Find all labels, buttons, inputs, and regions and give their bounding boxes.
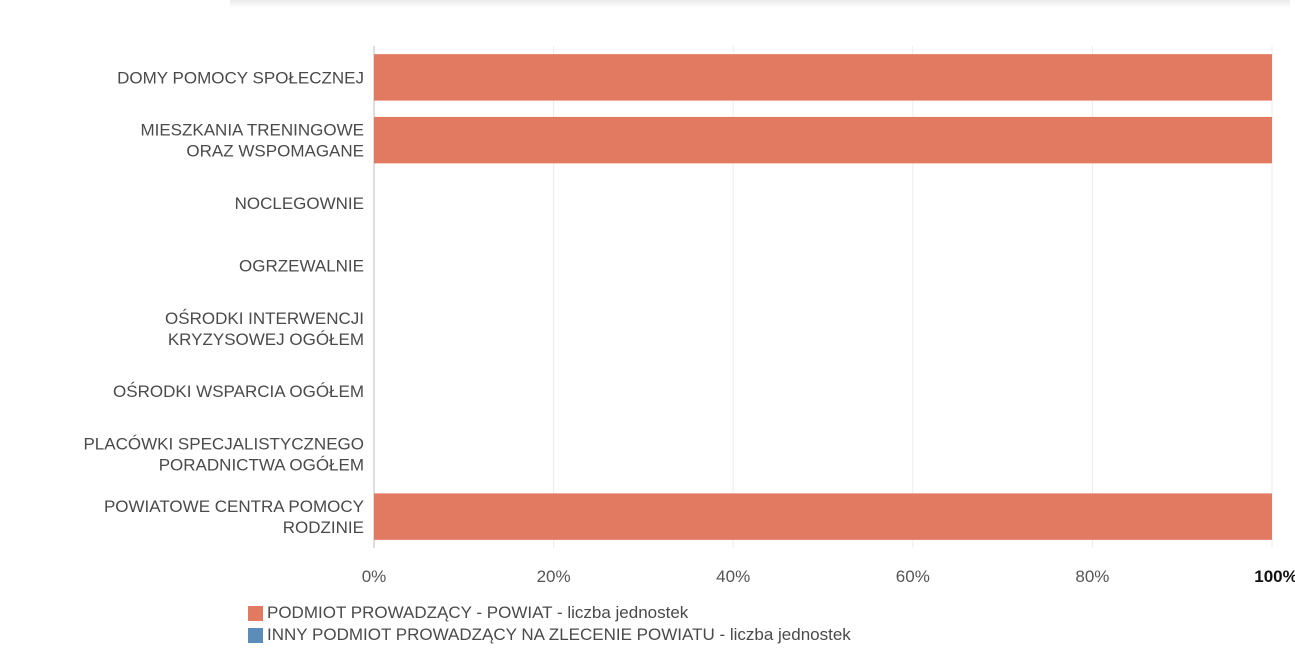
legend-label-powiat: PODMIOT PROWADZĄCY - POWIAT - liczba jed… <box>267 603 689 622</box>
category-label: MIESZKANIA TRENINGOWE ORAZ WSPOMAGANE <box>140 121 364 161</box>
category-label: POWIATOWE CENTRA POMOCY RODZINIE <box>104 497 364 537</box>
legend-label-inny-podmiot: INNY PODMIOT PROWADZĄCY NA ZLECENIE POWI… <box>267 625 851 644</box>
legend: PODMIOT PROWADZĄCY - POWIAT - liczba jed… <box>248 602 851 646</box>
category-label: PLACÓWKI SPECJALISTYCZNEGO PORADNICTWA OG… <box>83 434 364 474</box>
bar-series1-cat8 <box>374 493 1272 540</box>
bar-series1-cat1 <box>374 54 1272 101</box>
category-label: OGRZEWALNIE <box>239 257 364 276</box>
x-tick-label: 20% <box>537 567 571 586</box>
x-tick-label: 100% <box>1254 567 1295 586</box>
legend-swatch-powiat <box>248 605 263 621</box>
bar-series1-cat2 <box>374 116 1272 164</box>
legend-swatch-inny-podmiot <box>248 627 263 643</box>
bar-chart: DOMY POMOCY SPOŁECZNEJ MIESZKANIA TRENING… <box>83 46 1295 586</box>
legend-item-powiat: PODMIOT PROWADZĄCY - POWIAT - liczba jed… <box>248 602 851 624</box>
x-tick-label: 0% <box>362 567 387 586</box>
category-label: OŚRODKI WSPARCIA OGÓŁEM <box>113 382 364 401</box>
x-tick-label: 60% <box>896 567 930 586</box>
cropped-title-strip <box>230 0 1290 8</box>
category-label: OŚRODKI INTERWENCJI KRYZYSOWEJ OGÓŁEM <box>165 309 364 349</box>
x-tick-label: 40% <box>716 567 750 586</box>
category-label: DOMY POMOCY SPOŁECZNEJ <box>117 68 364 87</box>
category-label: NOCLEGOWNIE <box>235 194 364 213</box>
legend-item-inny-podmiot: INNY PODMIOT PROWADZĄCY NA ZLECENIE POWI… <box>248 624 851 646</box>
x-tick-label: 80% <box>1075 567 1109 586</box>
